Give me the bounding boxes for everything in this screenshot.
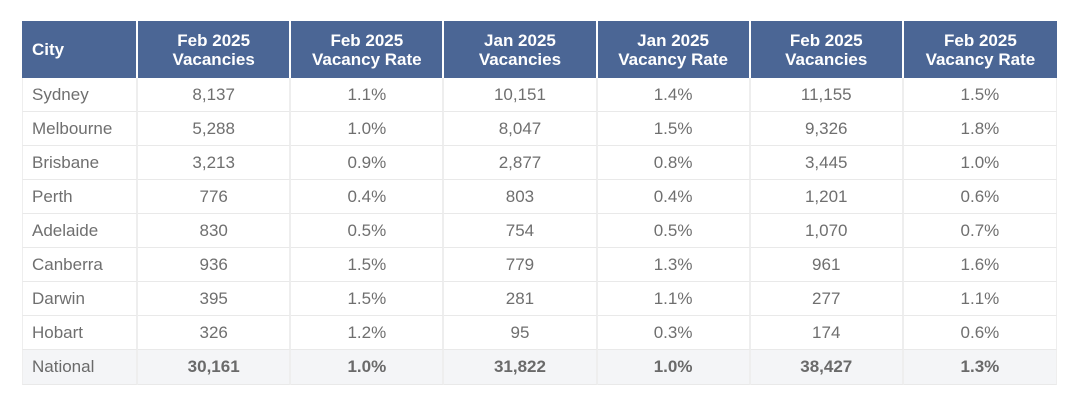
header-row: City Feb 2025 Vacancies Feb 2025 Vacancy R… [22,21,1057,78]
vacancy-table: City Feb 2025 Vacancies Feb 2025 Vacancy R… [22,21,1057,385]
table-row: Melbourne 5,288 1.0% 8,047 1.5% 9,326 1.… [22,112,1057,146]
value-cell: 1.4% [597,78,751,112]
table-row: Perth 776 0.4% 803 0.4% 1,201 0.6% [22,180,1057,214]
column-header-line1: City [32,40,65,59]
value-cell: 3,445 [750,146,904,180]
value-cell: 1.5% [291,248,445,282]
table-row: Darwin 395 1.5% 281 1.1% 277 1.1% [22,282,1057,316]
column-header-line2: Vacancy Rate [618,49,728,69]
value-cell: 936 [138,248,292,282]
value-cell: 1.0% [291,112,445,146]
column-header-jan-vacancy-rate: Jan 2025 Vacancy Rate [597,21,751,78]
column-header-line1: Feb 2025 [789,30,863,50]
value-cell: 1.1% [597,282,751,316]
column-header-feb-vacancies-2: Feb 2025 Vacancies [750,21,904,78]
value-cell: 10,151 [444,78,598,112]
city-cell: Adelaide [22,214,139,248]
total-value-cell: 1.0% [291,350,445,385]
table-row: Canberra 936 1.5% 779 1.3% 961 1.6% [22,248,1057,282]
value-cell: 395 [138,282,292,316]
value-cell: 754 [444,214,598,248]
value-cell: 1.8% [903,112,1057,146]
column-header-line2: Vacancies [478,49,562,69]
value-cell: 1.5% [291,282,445,316]
value-cell: 0.9% [291,146,445,180]
value-cell: 1.1% [291,78,445,112]
total-label-cell: National [22,350,139,385]
city-cell: Darwin [22,282,139,316]
total-value-cell: 38,427 [750,350,904,385]
value-cell: 326 [138,316,292,350]
value-cell: 803 [444,180,598,214]
value-cell: 1.3% [597,248,751,282]
city-cell: Canberra [22,248,139,282]
column-header-line2: Vacancies [172,49,255,69]
column-header-line2: Vacancy Rate [925,49,1036,69]
value-cell: 174 [750,316,904,350]
value-cell: 5,288 [138,112,292,146]
value-cell: 0.5% [291,214,445,248]
column-header-line1: Jan 2025 [637,30,710,50]
total-value-cell: 31,822 [444,350,598,385]
city-cell: Melbourne [22,112,139,146]
table-row: Adelaide 830 0.5% 754 0.5% 1,070 0.7% [22,214,1057,248]
value-cell: 281 [444,282,598,316]
value-cell: 2,877 [444,146,598,180]
value-cell: 1,070 [750,214,904,248]
value-cell: 11,155 [750,78,904,112]
column-header-line2: Vacancies [785,49,868,69]
value-cell: 1.1% [903,282,1057,316]
total-value-cell: 1.0% [597,350,751,385]
value-cell: 1.6% [903,248,1057,282]
value-cell: 0.5% [597,214,751,248]
city-cell: Perth [22,180,139,214]
table-header: City Feb 2025 Vacancies Feb 2025 Vacancy R… [22,21,1057,78]
value-cell: 0.4% [597,180,751,214]
table-row: Brisbane 3,213 0.9% 2,877 0.8% 3,445 1.0… [22,146,1057,180]
column-header-city: City [22,21,139,78]
value-cell: 0.7% [903,214,1057,248]
column-header-line1: Feb 2025 [330,30,404,50]
value-cell: 961 [750,248,904,282]
value-cell: 9,326 [750,112,904,146]
value-cell: 0.6% [903,316,1057,350]
value-cell: 0.4% [291,180,445,214]
column-header-feb-vacancy-rate: Feb 2025 Vacancy Rate [291,21,445,78]
value-cell: 1.5% [903,78,1057,112]
value-cell: 1.2% [291,316,445,350]
value-cell: 0.3% [597,316,751,350]
value-cell: 0.6% [903,180,1057,214]
value-cell: 8,137 [138,78,292,112]
value-cell: 1.0% [903,146,1057,180]
national-total-row: National 30,161 1.0% 31,822 1.0% 38,427 … [22,350,1057,385]
total-value-cell: 1.3% [903,350,1057,385]
column-header-line1: Feb 2025 [177,30,251,50]
column-header-line2: Vacancy Rate [312,49,422,69]
column-header-line1: Feb 2025 [944,30,1017,50]
value-cell: 776 [138,180,292,214]
vacancy-table-container: City Feb 2025 Vacancies Feb 2025 Vacancy R… [22,21,1057,385]
value-cell: 3,213 [138,146,292,180]
value-cell: 779 [444,248,598,282]
column-header-feb-vacancies: Feb 2025 Vacancies [138,21,292,78]
column-header-line1: Jan 2025 [484,30,556,50]
value-cell: 0.8% [597,146,751,180]
value-cell: 8,047 [444,112,598,146]
total-value-cell: 30,161 [138,350,292,385]
value-cell: 277 [750,282,904,316]
city-cell: Sydney [22,78,139,112]
column-header-jan-vacancies: Jan 2025 Vacancies [444,21,598,78]
city-cell: Hobart [22,316,139,350]
value-cell: 830 [138,214,292,248]
table-body: Sydney 8,137 1.1% 10,151 1.4% 11,155 1.5… [22,78,1057,385]
value-cell: 95 [444,316,598,350]
column-header-feb-vacancy-rate-2: Feb 2025 Vacancy Rate [903,21,1057,78]
value-cell: 1,201 [750,180,904,214]
table-row: Hobart 326 1.2% 95 0.3% 174 0.6% [22,316,1057,350]
city-cell: Brisbane [22,146,139,180]
value-cell: 1.5% [597,112,751,146]
table-row: Sydney 8,137 1.1% 10,151 1.4% 11,155 1.5… [22,78,1057,112]
